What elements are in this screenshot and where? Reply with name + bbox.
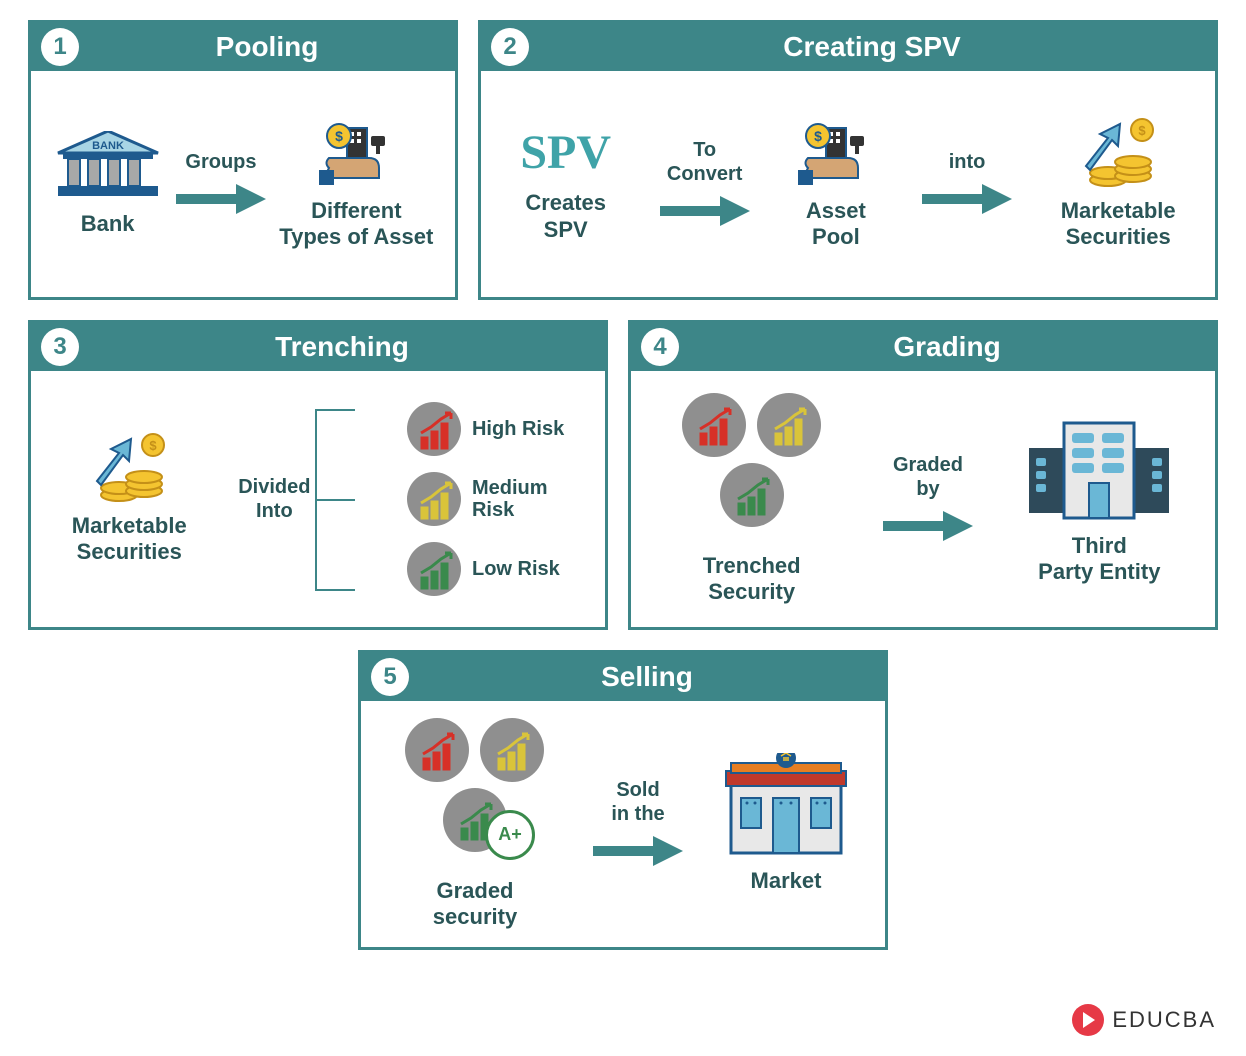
panel-header: 1 Pooling (31, 23, 455, 71)
trenched-security-icon (672, 393, 832, 543)
step-badge: 2 (491, 28, 529, 66)
arrow-label: ToConvert (667, 138, 743, 186)
graded-security-icon: A+ (395, 718, 555, 868)
arrow-label: Soldin the (611, 778, 664, 826)
arrow-label: Gradedby (893, 453, 963, 501)
step-badge: 3 (41, 328, 79, 366)
panel-header: 5 Selling (361, 653, 885, 701)
step-badge: 1 (41, 28, 79, 66)
label-graded-security: Gradedsecurity (433, 878, 517, 931)
label-assets: DifferentTypes of Asset (279, 198, 433, 251)
play-icon (1072, 1004, 1104, 1036)
arrow-icon (593, 831, 683, 871)
arrow-icon (883, 506, 973, 546)
bracket-lines (315, 389, 355, 609)
label-trenched-security: TrenchedSecurity (703, 553, 801, 606)
label-creates-spv: CreatesSPV (525, 190, 606, 243)
label-marketable-securities: MarketableSecurities (1061, 198, 1176, 251)
arrow-icon (660, 191, 750, 231)
arrow-icon (922, 179, 1012, 219)
panel-title: Pooling (216, 31, 319, 62)
panel-header: 3 Trenching (31, 323, 605, 371)
step-badge: 4 (641, 328, 679, 366)
spv-text: SPV (520, 125, 611, 180)
panel-creating-spv: 2 Creating SPV SPV CreatesSPV ToConvert … (478, 20, 1218, 300)
label-marketable-securities: MarketableSecurities (72, 513, 187, 566)
grade-badge: A+ (485, 810, 535, 860)
panel-pooling: 1 Pooling Bank Groups DifferentTypes of … (28, 20, 458, 300)
panel-grading: 4 Grading TrenchedSecurity Gradedby Thir… (628, 320, 1218, 630)
risk-medium: MediumRisk (407, 472, 564, 527)
panel-header: 2 Creating SPV (481, 23, 1215, 71)
panel-title: Selling (601, 661, 693, 692)
risk-low: Low Risk (407, 542, 564, 597)
arrow-label: Groups (185, 150, 256, 174)
panel-title: Trenching (275, 331, 409, 362)
logo-text: EDUCBA (1112, 1007, 1216, 1033)
panel-title: Grading (893, 331, 1000, 362)
divider-label: DividedInto (238, 475, 310, 523)
label-third-party: ThirdParty Entity (1038, 533, 1160, 586)
hand-assets-icon (319, 118, 394, 188)
coins-arrow-icon (1078, 118, 1158, 188)
panel-selling: 5 Selling A+ Gradedsecurity Soldin the M… (358, 650, 888, 950)
arrow-icon (176, 179, 266, 219)
panel-trenching: 3 Trenching MarketableSecurities Divided… (28, 320, 608, 630)
label-asset-pool: AssetPool (806, 198, 866, 251)
hand-assets-icon (798, 118, 873, 188)
coins-arrow-icon (89, 433, 169, 503)
label-market: Market (751, 868, 822, 894)
label-bank: Bank (81, 211, 135, 237)
panel-title: Creating SPV (783, 31, 960, 62)
building-icon (1024, 413, 1174, 523)
panel-header: 4 Grading (631, 323, 1215, 371)
step-badge: 5 (371, 658, 409, 696)
risk-high: High Risk (407, 402, 564, 457)
market-icon (721, 753, 851, 858)
bank-icon (53, 131, 163, 201)
arrow-label: into (949, 150, 986, 174)
educba-logo: EDUCBA (1072, 1004, 1216, 1036)
